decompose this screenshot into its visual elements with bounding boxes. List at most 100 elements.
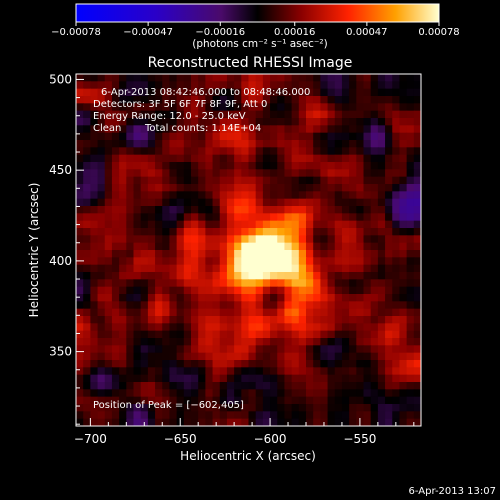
heatmap-cell <box>183 272 192 280</box>
heatmap-cell <box>104 228 113 236</box>
heatmap-cell <box>385 220 393 229</box>
heatmap-cell <box>334 147 343 156</box>
heatmap-cell <box>111 257 120 266</box>
heatmap-cell <box>255 411 264 420</box>
heatmap-cell <box>392 220 401 229</box>
heatmap-cell <box>212 162 221 170</box>
heatmap-cell <box>119 74 127 82</box>
heatmap-cell <box>370 132 379 141</box>
heatmap-cell <box>270 411 278 420</box>
heatmap-cell <box>392 88 401 97</box>
heatmap-cell <box>162 360 171 368</box>
heatmap-cell <box>262 316 271 324</box>
heatmap-cell <box>191 169 199 178</box>
heatmap-cell <box>327 74 336 82</box>
heatmap-cell <box>334 404 343 412</box>
heatmap-cell <box>341 411 350 420</box>
heatmap-cell <box>191 374 199 383</box>
heatmap-cell <box>97 118 106 126</box>
heatmap-cell <box>277 235 286 244</box>
heatmap-cell <box>406 191 415 200</box>
heatmap-cell <box>306 132 314 141</box>
heatmap-cell <box>320 140 329 148</box>
heatmap-cell <box>277 74 286 82</box>
heatmap-cell <box>356 345 365 354</box>
heatmap-cell <box>363 81 372 90</box>
heatmap-cell <box>277 110 286 119</box>
heatmap-cell <box>198 154 206 163</box>
heatmap-cell <box>169 162 178 170</box>
heatmap-cell <box>341 198 350 207</box>
heatmap-cell <box>140 345 149 354</box>
heatmap-cell <box>140 294 149 302</box>
heatmap-cell <box>306 96 314 104</box>
heatmap-cell <box>97 81 106 90</box>
heatmap-cell <box>155 396 163 405</box>
heatmap-cell <box>119 140 127 148</box>
heatmap-cell <box>147 154 156 163</box>
heatmap-cell <box>313 345 321 354</box>
heatmap-cell <box>291 338 300 346</box>
heatmap-cell <box>313 330 321 339</box>
heatmap-cell <box>169 257 178 266</box>
heatmap-cell <box>90 396 99 405</box>
heatmap-cell <box>226 140 235 148</box>
heatmap-cell <box>262 257 271 266</box>
heatmap-cell <box>341 213 350 222</box>
heatmap-cell <box>406 418 415 426</box>
heatmap-cell <box>104 103 113 112</box>
heatmap-cell <box>334 162 343 170</box>
heatmap-cell <box>76 191 84 200</box>
heatmap-cell <box>377 286 386 295</box>
heatmap-cell <box>104 213 113 222</box>
heatmap-cell <box>176 154 185 163</box>
heatmap-cell <box>306 103 314 112</box>
heatmap-cell <box>356 140 365 148</box>
heatmap-cell <box>226 213 235 222</box>
heatmap-cell <box>413 132 421 141</box>
heatmap-cell <box>313 411 321 420</box>
heatmap-cell <box>291 147 300 156</box>
heatmap-cell <box>392 140 401 148</box>
heatmap-cell <box>248 191 257 200</box>
heatmap-cell <box>370 338 379 346</box>
heatmap-cell <box>234 257 242 266</box>
heatmap-cell <box>248 323 257 332</box>
heatmap-cell <box>262 228 271 236</box>
heatmap-cell <box>385 169 393 178</box>
heatmap-cell <box>313 206 321 214</box>
heatmap-cell <box>76 374 84 383</box>
heatmap-cell <box>191 125 199 134</box>
heatmap-cell <box>97 198 106 207</box>
heatmap-cell <box>205 228 214 236</box>
heatmap-cell <box>234 110 242 119</box>
heatmap-cell <box>234 279 242 288</box>
heatmap-cell <box>399 279 408 288</box>
heatmap-cell <box>334 272 343 280</box>
heatmap-cell <box>183 140 192 148</box>
heatmap-cell <box>219 228 228 236</box>
heatmap-cell <box>413 118 421 126</box>
heatmap-cell <box>298 110 307 119</box>
heatmap-cell <box>76 235 84 244</box>
heatmap-cell <box>248 316 257 324</box>
heatmap-cell <box>327 162 336 170</box>
heatmap-cell <box>313 264 321 273</box>
heatmap-cell <box>284 103 293 112</box>
heatmap-cell <box>313 162 321 170</box>
heatmap-cell <box>97 286 106 295</box>
heatmap-cell <box>176 118 185 126</box>
heatmap-cell <box>97 352 106 361</box>
heatmap-cell <box>176 169 185 178</box>
heatmap-cell <box>313 147 321 156</box>
heatmap-cell <box>76 154 84 163</box>
heatmap-cell <box>191 162 199 170</box>
heatmap-cell <box>277 272 286 280</box>
heatmap-cell <box>111 411 120 420</box>
heatmap-cell <box>413 279 421 288</box>
heatmap-cell <box>262 206 271 214</box>
heatmap-cell <box>90 228 99 236</box>
heatmap-cell <box>277 176 286 185</box>
heatmap-cell <box>363 367 372 376</box>
heatmap-cell <box>327 330 336 339</box>
